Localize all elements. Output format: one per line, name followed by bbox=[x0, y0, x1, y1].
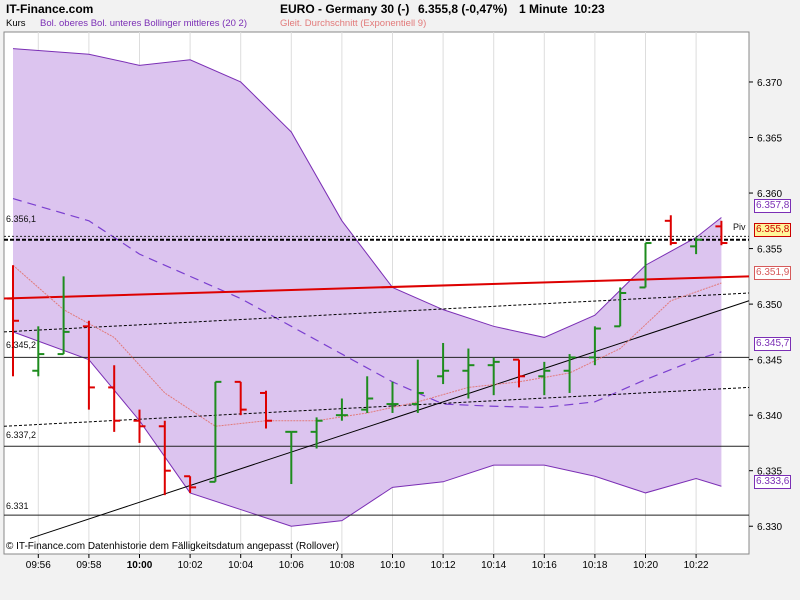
price-tag: 6.357,8 bbox=[754, 199, 792, 213]
price-tag: 6.355,8 bbox=[754, 223, 792, 237]
footer-note: © IT-Finance.com Datenhistorie dem Fälli… bbox=[6, 541, 340, 552]
y-tick-label: 6.370 bbox=[757, 78, 782, 89]
interval-label: 1 Minute bbox=[519, 2, 568, 16]
y-tick-label: 6.350 bbox=[757, 300, 782, 311]
legend-bollinger: Bol. oberes Bol. unteres Bollinger mittl… bbox=[40, 18, 247, 29]
x-tick-label: 10:16 bbox=[532, 560, 557, 571]
level-label: 6.331 bbox=[6, 501, 29, 511]
y-tick-label: 6.360 bbox=[757, 189, 782, 200]
pivot-label: Piv bbox=[733, 222, 746, 232]
price-tag: 6.351,9 bbox=[754, 266, 792, 280]
x-tick-label: 10:10 bbox=[380, 560, 405, 571]
x-tick-label: 10:02 bbox=[178, 560, 203, 571]
y-tick-label: 6.365 bbox=[757, 134, 782, 145]
y-tick-label: 6.330 bbox=[757, 522, 782, 533]
x-tick-label: 10:06 bbox=[279, 560, 304, 571]
resistance-trendline bbox=[3, 275, 750, 300]
level-label: 6.356,1 bbox=[6, 214, 37, 224]
ema-line bbox=[12, 264, 722, 427]
overlay-lines bbox=[3, 235, 750, 539]
instrument-name: EURO - Germany 30 (-) bbox=[280, 2, 410, 16]
price-tag: 6.345,7 bbox=[754, 337, 792, 351]
level-label: 6.337,2 bbox=[6, 430, 37, 440]
x-axis: 09:56 09:58 10:00 10:02 10:04 10:06 10:08 10:10… bbox=[26, 554, 709, 571]
x-tick-label: 10:04 bbox=[228, 560, 253, 571]
y-tick-label: 6.340 bbox=[757, 411, 782, 422]
x-tick-label: 10:00 bbox=[127, 560, 153, 571]
legend-ema: Gleit. Durchschnitt (Exponentiell 9) bbox=[280, 18, 427, 29]
price-tag: 6.333,6 bbox=[754, 475, 792, 489]
x-tick-label: 10:22 bbox=[684, 560, 709, 571]
y-axis: 6.330 6.335 6.340 6.345 6.350 6.355 6.360 6.365… bbox=[749, 78, 782, 533]
channel-line-lower bbox=[3, 386, 750, 427]
ohlc-bars bbox=[7, 215, 728, 496]
site-title: IT-Finance.com bbox=[6, 2, 94, 16]
x-tick-label: 10:14 bbox=[481, 560, 506, 571]
y-tick-label: 6.335 bbox=[757, 467, 782, 478]
x-tick-label: 10:20 bbox=[633, 560, 658, 571]
x-tick-label: 09:58 bbox=[76, 560, 101, 571]
bollinger-lower-line bbox=[12, 331, 722, 527]
x-tick-label: 10:12 bbox=[431, 560, 456, 571]
x-tick-label: 10:08 bbox=[329, 560, 354, 571]
legend-kurs: Kurs bbox=[6, 18, 26, 29]
y-tick-label: 6.345 bbox=[757, 356, 782, 367]
x-tick-label: 10:18 bbox=[582, 560, 607, 571]
last-price: 6.355,8 (-0,47%) bbox=[418, 2, 508, 16]
time-label: 10:23 bbox=[574, 2, 605, 16]
x-tick-label: 09:56 bbox=[26, 560, 51, 571]
level-label: 6.345,2 bbox=[6, 340, 37, 350]
y-tick-label: 6.355 bbox=[757, 245, 782, 256]
channel-line-upper bbox=[3, 292, 750, 333]
